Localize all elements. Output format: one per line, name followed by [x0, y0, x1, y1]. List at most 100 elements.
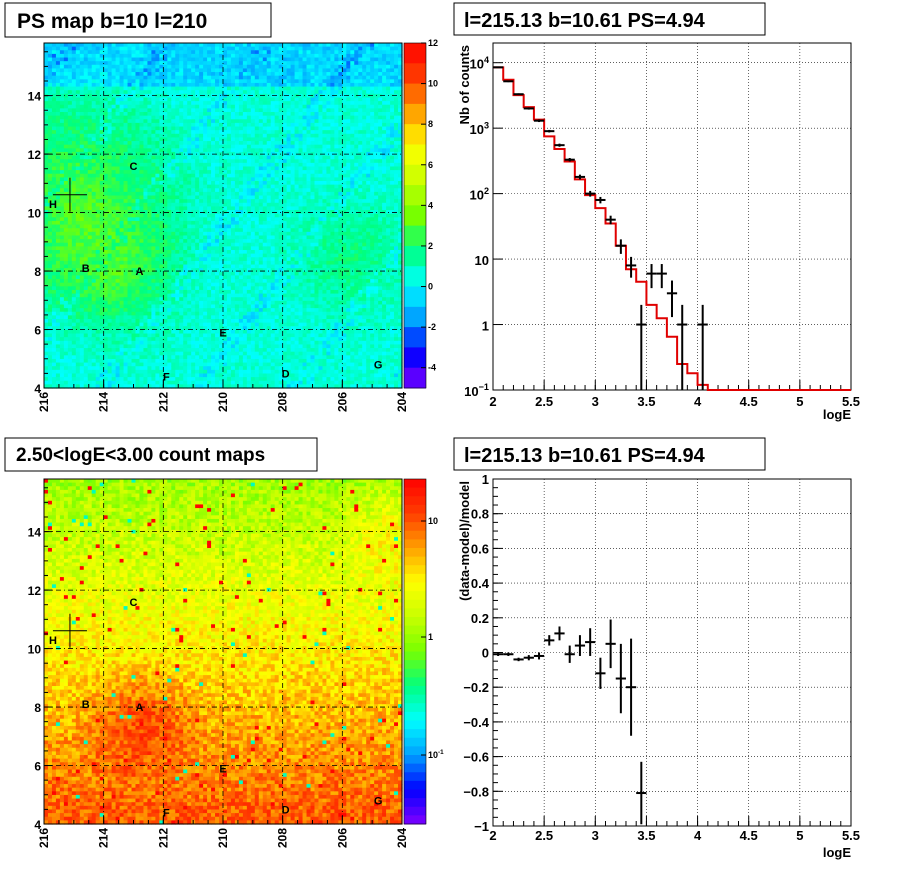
heatmap-cell [127, 155, 133, 160]
heatmap-cell [99, 137, 105, 142]
heatmap-cell [238, 257, 244, 262]
heatmap-cell [211, 220, 216, 226]
heatmap-cell [127, 333, 133, 338]
heatmap-cell [226, 333, 232, 338]
heatmap-cell [151, 97, 156, 102]
heatmap-cell [95, 293, 101, 298]
heatmap-cell [183, 220, 188, 226]
heatmap-cell [79, 86, 85, 91]
heatmap-cell [107, 112, 113, 117]
heatmap-cell [179, 137, 184, 142]
heatmap-cell [163, 206, 168, 211]
heatmap-cell [99, 373, 105, 378]
heatmap-cell [107, 351, 113, 356]
heatmap-cell [155, 340, 160, 346]
heatmap-cell [131, 61, 137, 66]
heatmap-cell [215, 279, 220, 284]
heatmap-cell [107, 362, 113, 367]
heatmap-cell [91, 155, 97, 160]
heatmap-cell [79, 162, 85, 168]
heatmap-cell [59, 108, 65, 113]
heatmap-cell [87, 253, 93, 258]
heatmap-cell [111, 319, 117, 324]
heatmap-cell [167, 101, 172, 106]
heatmap-cell [191, 206, 196, 211]
heatmap-cell [107, 369, 113, 375]
heatmap-cell [71, 57, 77, 62]
heatmap-cell [199, 340, 204, 346]
heatmap-cell [63, 304, 69, 309]
heatmap-cell [199, 177, 204, 182]
heatmap-cell [83, 177, 89, 182]
heatmap-cell [183, 112, 188, 117]
heatmap-cell [167, 319, 172, 324]
heatmap-cell [99, 86, 105, 91]
heatmap-cell [119, 246, 125, 251]
heatmap-cell [59, 231, 65, 237]
heatmap-cell [59, 319, 65, 324]
heatmap-cell [195, 46, 200, 51]
heatmap-cell [123, 355, 129, 360]
heatmap-cell [127, 166, 133, 171]
heatmap-cell [59, 250, 65, 255]
heatmap-cell [107, 144, 113, 149]
heatmap-cell [123, 173, 129, 178]
heatmap-cell [83, 61, 89, 66]
heatmap-cell [219, 191, 224, 197]
heatmap-cell [95, 242, 101, 247]
heatmap-cell [115, 108, 121, 113]
heatmap-cell [159, 358, 164, 364]
heatmap-cell [211, 333, 216, 338]
heatmap-cell [215, 53, 220, 59]
heatmap-cell [163, 195, 168, 200]
heatmap-cell [55, 141, 61, 146]
heatmap-cell [191, 242, 196, 247]
heatmap-cell [51, 86, 57, 91]
heatmap-cell [207, 141, 212, 146]
heatmap-cell [175, 366, 180, 371]
heatmap-cell [167, 369, 172, 375]
heatmap-cell [71, 300, 77, 306]
heatmap-cell [87, 191, 93, 197]
heatmap-cell [171, 384, 176, 389]
heatmap-cell [127, 50, 133, 55]
heatmap-cell [207, 384, 212, 389]
heatmap-cell [111, 202, 117, 208]
heatmap-cell [230, 112, 236, 117]
heatmap-cell [127, 315, 133, 320]
heatmap-cell [159, 250, 164, 255]
heatmap-cell [211, 162, 216, 168]
heatmap-cell [103, 61, 109, 66]
heatmap-cell [127, 286, 133, 291]
heatmap-cell [79, 242, 85, 247]
heatmap-cell [44, 253, 49, 258]
heatmap-cell [171, 104, 176, 109]
heatmap-cell [203, 366, 208, 371]
heatmap-cell [67, 351, 73, 356]
heatmap-cell [155, 97, 160, 102]
heatmap-cell [242, 304, 248, 309]
heatmap-cell [250, 242, 256, 247]
heatmap-cell [75, 217, 81, 222]
heatmap-cell [83, 188, 89, 193]
heatmap-cell [107, 141, 113, 146]
heatmap-cell [199, 220, 204, 226]
heatmap-cell [131, 351, 137, 356]
heatmap-cell [151, 322, 156, 327]
heatmap-cell [75, 311, 81, 316]
heatmap-cell [195, 75, 200, 80]
heatmap-cell [219, 86, 224, 91]
heatmap-cell [175, 362, 180, 367]
heatmap-cell [226, 384, 232, 389]
heatmap-cell [187, 264, 192, 269]
heatmap-cell [203, 384, 208, 389]
heatmap-cell [167, 43, 172, 48]
heatmap-cell [111, 159, 117, 164]
heatmap-cell [230, 369, 236, 375]
heatmap-cell [167, 112, 172, 117]
heatmap-cell [207, 159, 212, 164]
heatmap-cell [179, 369, 184, 375]
heatmap-cell [51, 43, 57, 48]
heatmap-cell [179, 177, 184, 182]
heatmap-cell [151, 86, 156, 91]
